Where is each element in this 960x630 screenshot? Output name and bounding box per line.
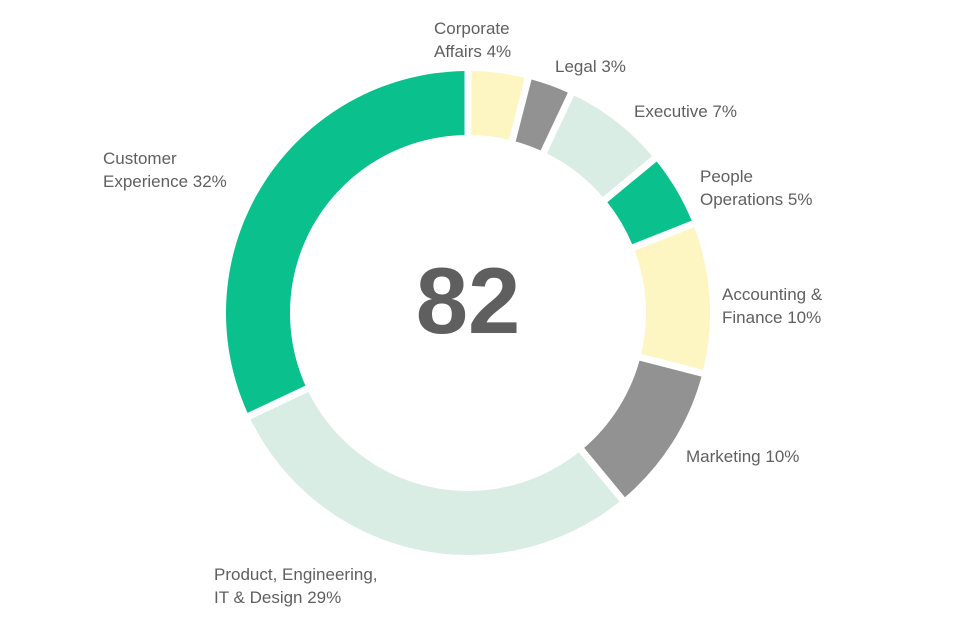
slice-label: Accounting & Finance 10% (722, 285, 823, 327)
donut-slice-accounting-finance (634, 227, 710, 370)
slice-label: Corporate Affairs 4% (434, 19, 511, 61)
slice-label: Product, Engineering, IT & Design 29% (214, 565, 378, 607)
center-total: 82 (416, 248, 521, 353)
slice-label: Executive 7% (634, 102, 737, 121)
donut-slice-product-engineering-it-design (250, 391, 620, 555)
slice-label: People Operations 5% (700, 167, 812, 209)
slice-label-line: Customer (103, 149, 177, 168)
slice-label: Legal 3% (555, 57, 626, 76)
donut-slice-corporate-affairs (471, 71, 525, 140)
slice-label-line: Accounting & (722, 285, 823, 304)
slice-label-line: Affairs 4% (434, 42, 511, 61)
slice-label-line: Operations 5% (700, 190, 812, 209)
slice-label-line: Experience 32% (103, 172, 227, 191)
labels-layer: Corporate Affairs 4% Legal 3% Executive 7% P… (103, 19, 823, 607)
slice-label-line: Corporate (434, 19, 510, 38)
slice-label-line: IT & Design 29% (214, 588, 341, 607)
slice-label-line: Legal 3% (555, 57, 626, 76)
donut-slice-executive (546, 95, 653, 197)
slice-label-line: Finance 10% (722, 308, 821, 327)
donut-slice-marketing (584, 360, 702, 498)
donut-slice-legal (515, 79, 568, 151)
slice-label-line: People (700, 167, 753, 186)
slice-label: Marketing 10% (686, 447, 799, 466)
slice-label-line: Marketing 10% (686, 447, 799, 466)
donut-slice-people-operations (607, 161, 692, 245)
donut-slice-customer-experience (226, 71, 465, 413)
slice-label-line: Product, Engineering, (214, 565, 378, 584)
slices-layer (226, 71, 710, 555)
slice-label-line: Executive 7% (634, 102, 737, 121)
slice-label: Customer Experience 32% (103, 149, 227, 191)
